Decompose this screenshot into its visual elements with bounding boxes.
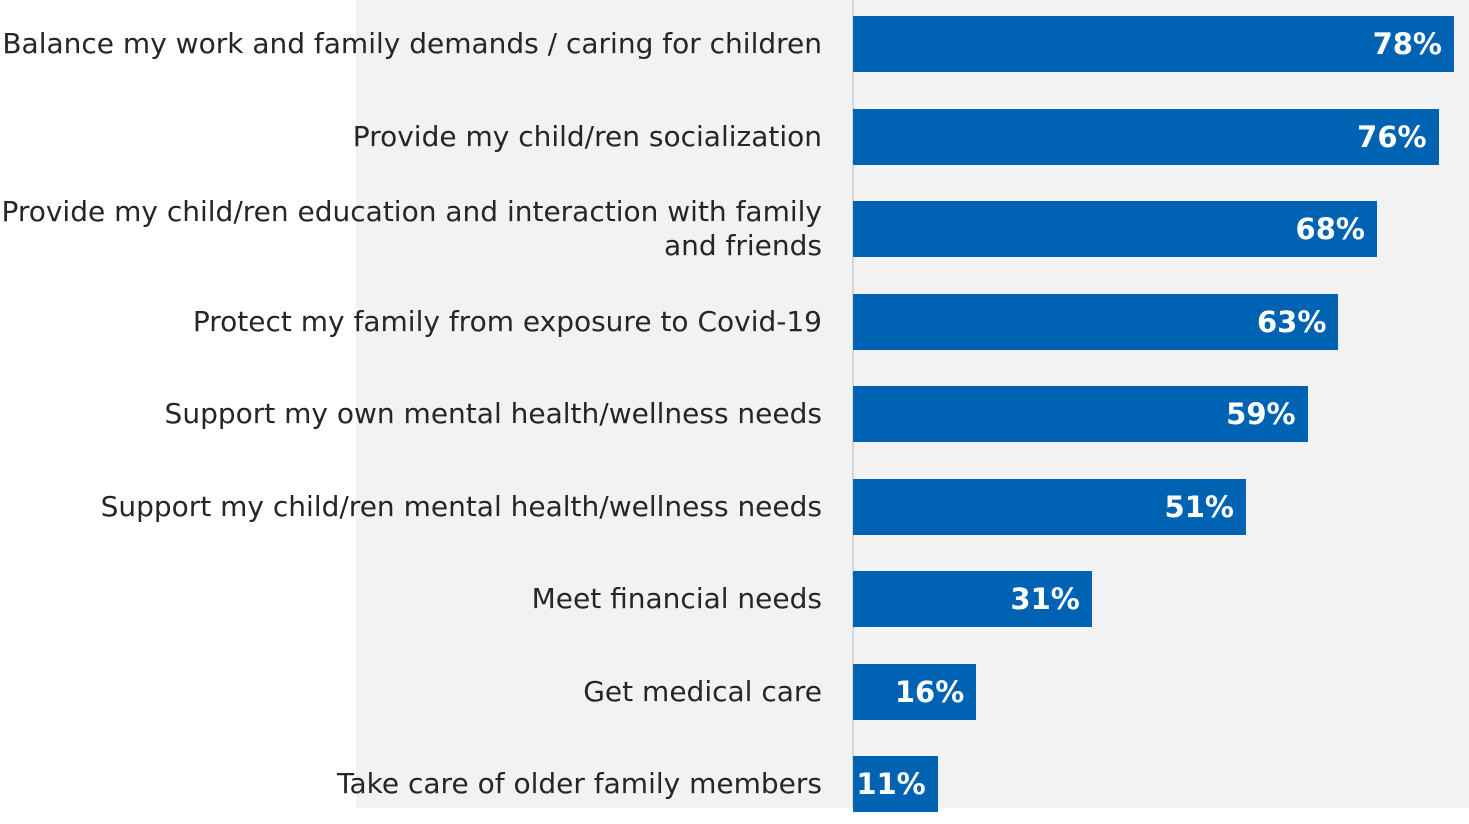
category-label: Support my child/ren mental health/welln… xyxy=(100,489,822,523)
category-label: Provide my child/ren education and inter… xyxy=(1,195,822,262)
category-label: Provide my child/ren socialization xyxy=(352,119,822,153)
bar: 31% xyxy=(853,571,1092,627)
bar-value-label: 59% xyxy=(1226,397,1296,431)
bar: 11% xyxy=(853,756,938,812)
bar: 59% xyxy=(853,386,1308,442)
bar-value-label: 76% xyxy=(1357,119,1427,154)
bar-value-label: 31% xyxy=(1010,582,1080,616)
category-label: Support my own mental health/wellness ne… xyxy=(164,397,822,431)
bar-value-label: 68% xyxy=(1295,212,1365,246)
bar-value-label: 11% xyxy=(856,767,926,801)
bar: 76% xyxy=(853,108,1439,165)
category-label: Meet financial needs xyxy=(531,582,822,616)
bar-value-label: 78% xyxy=(1372,27,1442,61)
bar: 51% xyxy=(853,478,1246,535)
bar: 16% xyxy=(853,663,977,720)
category-label: Get medical care xyxy=(583,674,822,708)
bar: 63% xyxy=(853,293,1339,350)
bar: 78% xyxy=(853,16,1454,72)
category-label: Balance my work and family demands / car… xyxy=(2,27,822,61)
bar-value-label: 16% xyxy=(894,674,965,709)
bar-value-label: 63% xyxy=(1257,304,1327,339)
bar-value-label: 51% xyxy=(1164,489,1234,524)
category-label: Protect my family from exposure to Covid… xyxy=(192,304,822,338)
category-label: Take care of older family members xyxy=(337,767,822,801)
bar: 68% xyxy=(853,201,1377,257)
